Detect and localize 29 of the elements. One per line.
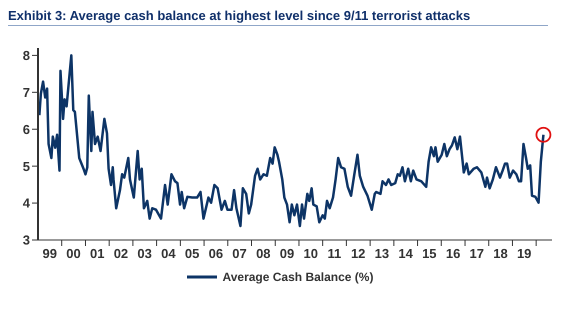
x-tick-label: 09 <box>280 246 294 261</box>
x-tick-label: 12 <box>350 246 366 261</box>
legend-label: Average Cash Balance (%) <box>222 270 374 284</box>
x-tick-label: 99 <box>42 246 57 261</box>
x-tick-label: 00 <box>66 246 81 261</box>
x-tick-label: 06 <box>208 246 224 261</box>
y-tick-label: 5 <box>22 158 30 174</box>
y-tick-label: 6 <box>22 122 30 137</box>
y-tick-label: 8 <box>22 48 30 63</box>
x-tick-label: 04 <box>161 246 176 261</box>
y-tick-label: 4 <box>22 196 31 211</box>
x-tick-label: 19 <box>516 246 532 261</box>
y-tick-label: 7 <box>22 84 30 100</box>
x-tick-label: 14 <box>398 246 414 261</box>
x-tick-label: 17 <box>470 246 484 261</box>
x-tick-label: 08 <box>256 246 271 261</box>
x-tick-label: 16 <box>446 246 460 261</box>
x-tick-label: 05 <box>184 246 200 261</box>
chart-title: Exhibit 3: Average cash balance at highest level since 9/11 terrorist attacks <box>8 8 548 26</box>
x-tick-label: 01 <box>90 246 104 261</box>
x-tick-label: 15 <box>422 246 437 261</box>
x-tick-label: 03 <box>137 246 152 261</box>
x-tick-label: 07 <box>232 246 247 261</box>
x-tick-label: 10 <box>303 246 318 261</box>
x-tick-label: 13 <box>374 246 390 261</box>
x-tick-label: 02 <box>114 246 128 261</box>
y-tick-label: 3 <box>22 232 30 248</box>
x-tick-label: 11 <box>328 246 342 261</box>
x-tick-label: 18 <box>493 246 508 261</box>
